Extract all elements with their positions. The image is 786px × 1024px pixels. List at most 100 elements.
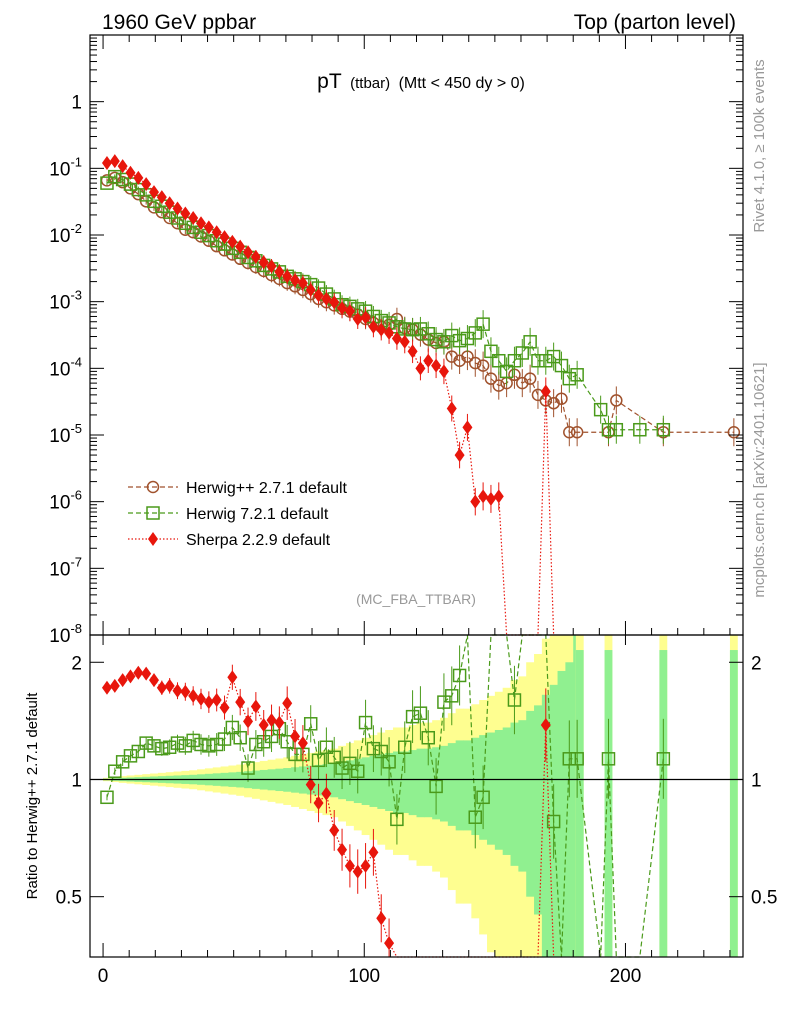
ratio-point-square — [468, 810, 483, 824]
ratio-point-square — [452, 668, 467, 683]
ratio-point-diamond — [266, 713, 277, 728]
legend-item-herwig7: Herwig 7.2.1 default — [128, 506, 329, 523]
main-point-circle — [563, 425, 576, 439]
main-point-diamond — [109, 154, 120, 169]
main-point-diamond — [478, 489, 489, 504]
ratio-point-square — [311, 753, 326, 768]
band-inner-bin — [518, 720, 527, 872]
main-point-diamond — [344, 304, 355, 319]
band-inner-bin — [400, 751, 410, 814]
ratio-point-diamond — [133, 665, 144, 680]
main-point-diamond — [329, 295, 340, 310]
main-point-diamond — [462, 420, 473, 435]
title-sub: (ttbar) — [350, 75, 390, 92]
ratio-point-square — [350, 764, 365, 778]
ratio-point-diamond — [290, 729, 301, 744]
main-point-diamond — [540, 384, 551, 399]
ratio-point-square — [327, 750, 341, 765]
ratio-point-square — [601, 752, 616, 766]
main-point-square — [499, 364, 514, 379]
analysis-id: (MC_FBA_TTBAR) — [356, 591, 476, 607]
main-point-square — [554, 358, 569, 373]
ratio-point-square — [366, 741, 381, 756]
main-point-square — [429, 332, 443, 347]
ratio-ytick-label-right: 1 — [751, 770, 762, 791]
main-ytick-label: 10-3 — [49, 288, 82, 314]
ratio-point-diamond — [148, 673, 159, 688]
band-spike-inner — [729, 650, 738, 957]
main-line-2 — [106, 160, 555, 636]
title-main: pT — [317, 70, 342, 93]
ratio-point-square — [225, 720, 240, 735]
ratio-point-diamond — [337, 842, 348, 857]
ratio-point-diamond — [321, 786, 332, 801]
ratio-point-diamond — [297, 736, 308, 751]
main-point-square — [476, 317, 490, 331]
ratio-point-square — [374, 744, 388, 759]
ratio-point-diamond — [164, 678, 175, 693]
main-ytick-label: 10-2 — [49, 221, 82, 247]
ratio-point-diamond — [125, 669, 136, 684]
main-point-diamond — [219, 230, 230, 245]
ratio-point-diamond — [305, 777, 316, 792]
main-point-square — [656, 422, 671, 437]
band-inner-bin — [424, 748, 433, 818]
main-point-circle — [610, 394, 623, 407]
ratio-plot-frame — [89, 634, 744, 958]
main-point-diamond — [438, 364, 449, 379]
band-inner-bin — [408, 750, 417, 816]
main-ytick-exponent: -5 — [70, 421, 82, 436]
main-point-diamond — [235, 239, 246, 254]
ratio-point-diamond — [117, 673, 128, 688]
legend-marker-herwigpp — [146, 480, 160, 494]
main-point-diamond — [493, 489, 504, 504]
ratio-point-square — [147, 739, 161, 753]
main-point-circle — [453, 354, 466, 367]
ratio-ylabel: Ratio to Herwig++ 2.7.1 default — [24, 692, 41, 900]
band-inner-bin — [463, 740, 472, 831]
main-point-square — [452, 333, 467, 348]
main-point-diamond — [485, 491, 496, 506]
main-point-circle — [492, 379, 506, 392]
main-point-square — [570, 368, 584, 382]
main-point-diamond — [337, 301, 348, 316]
main-point-diamond — [101, 156, 112, 171]
main-point-diamond — [156, 190, 167, 205]
ratio-point-diamond — [196, 691, 207, 706]
legend-marker-herwig7 — [146, 506, 160, 520]
ratio-point-diamond — [203, 695, 214, 710]
main-point-square — [539, 353, 553, 368]
main-point-diamond — [431, 358, 442, 373]
band-inner-bin — [455, 740, 465, 831]
ratio-point-square — [476, 790, 490, 805]
ratio-point-square — [429, 779, 443, 794]
band-inner-bin — [487, 732, 496, 845]
ratio-point-square — [421, 730, 436, 745]
band-inner-bin — [330, 763, 339, 798]
main-point-diamond — [203, 220, 214, 235]
ratio-point-square — [186, 733, 200, 748]
main-point-diamond — [384, 325, 395, 340]
ratio-point-square — [280, 734, 294, 749]
legend-label-herwig7: Herwig 7.2.1 default — [186, 506, 329, 523]
ratio-series — [100, 634, 671, 958]
main-point-circle — [523, 372, 537, 385]
ratio-point-square — [335, 761, 349, 775]
chart-title: pT (ttbar) (Mtt < 450 dy > 0) — [317, 70, 525, 93]
main-point-diamond — [211, 225, 222, 240]
mcplots-label: mcplots.cern.ch [arXiv:2401.10621] — [751, 362, 768, 597]
ratio-point-square — [656, 752, 671, 766]
main-ytick-label: 10-1 — [49, 154, 82, 180]
main-ytick-label: 1 — [71, 93, 82, 114]
xtick-label: 0 — [98, 966, 109, 987]
main-ytick-exponent: -3 — [70, 288, 82, 303]
uncertainty-bands — [103, 635, 738, 957]
ratio-point-square — [131, 744, 146, 759]
main-point-square — [492, 353, 506, 368]
main-point-square — [115, 172, 130, 187]
band-inner-bin — [440, 745, 449, 822]
ratio-point-diamond — [211, 693, 222, 708]
ratio-point-diamond — [109, 678, 120, 693]
legend-label-herwigpp: Herwig++ 2.7.1 default — [186, 480, 348, 497]
band-inner-bin — [510, 722, 519, 866]
